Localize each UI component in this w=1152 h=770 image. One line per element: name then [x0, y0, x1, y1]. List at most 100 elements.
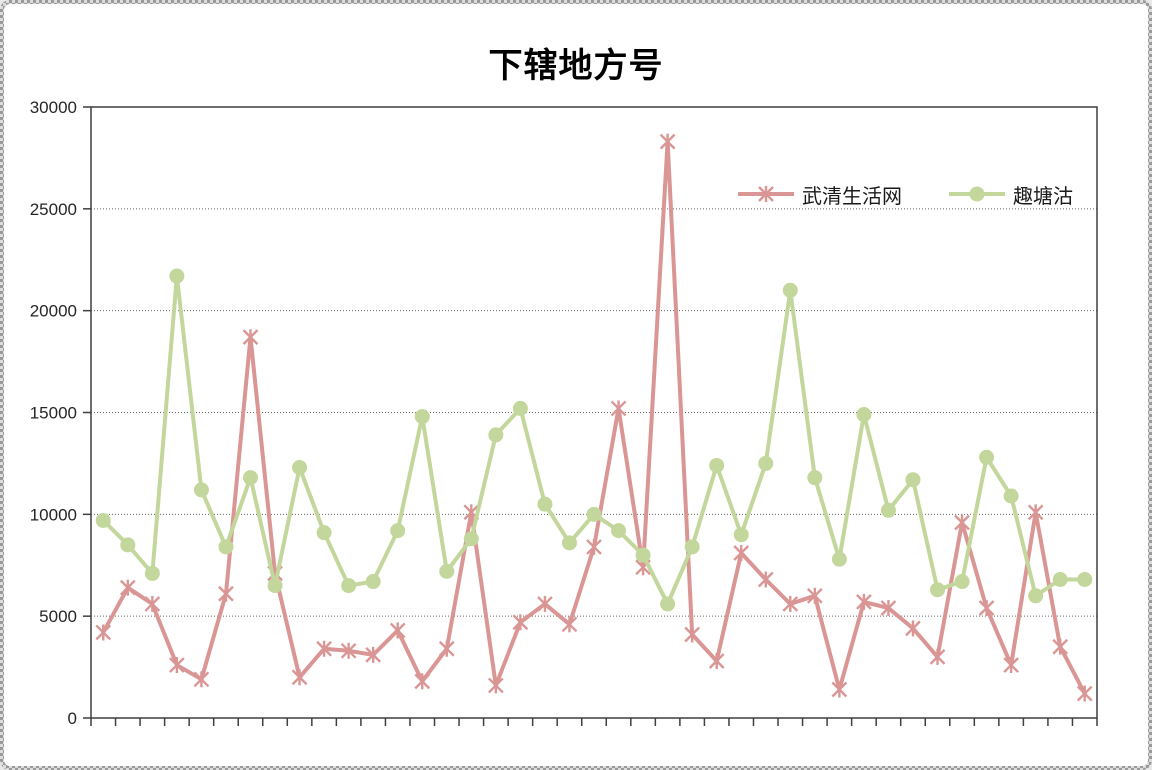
marker-star	[806, 587, 823, 604]
marker-circle	[758, 455, 774, 471]
series-line-wuqingshenghuowang	[101, 139, 1087, 696]
marker-circle	[120, 537, 136, 553]
marker-star	[242, 329, 259, 345]
marker-circle	[1052, 572, 1068, 588]
marker-circle	[390, 523, 406, 539]
marker-circle	[292, 459, 308, 475]
marker-star	[757, 571, 774, 588]
y-axis-label: 15000	[30, 404, 77, 423]
legend-marker-glyph	[758, 186, 774, 202]
legend-marker-circle-icon	[949, 186, 1005, 202]
marker-circle	[537, 496, 553, 512]
marker-star	[954, 514, 970, 531]
y-axis-label: 20000	[30, 302, 77, 321]
marker-star	[144, 596, 161, 612]
y-axis-label: 30000	[30, 98, 77, 117]
marker-star	[978, 600, 995, 616]
chart-title: 下辖地方号	[488, 46, 664, 86]
marker-star	[586, 539, 602, 555]
marker-circle	[169, 268, 185, 284]
marker-star	[880, 600, 897, 616]
marker-star	[291, 669, 308, 686]
marker-star	[340, 642, 357, 659]
marker-circle	[782, 282, 798, 298]
marker-circle	[709, 457, 725, 473]
marker-circle	[611, 523, 627, 539]
marker-star	[389, 622, 406, 639]
legend-marker-glyph	[969, 186, 985, 202]
marker-circle	[831, 551, 847, 567]
marker-star	[782, 596, 799, 612]
marker-star	[561, 616, 578, 633]
marker-circle	[880, 502, 896, 518]
marker-circle	[930, 582, 946, 598]
series-wuqingshenghuowang	[95, 133, 1093, 702]
marker-circle	[95, 512, 111, 528]
marker-circle	[218, 539, 234, 555]
marker-star	[463, 504, 480, 521]
marker-star	[831, 681, 848, 698]
marker-circle	[512, 400, 528, 416]
marker-circle	[488, 427, 504, 443]
marker-star	[169, 657, 185, 673]
marker-circle	[684, 539, 700, 555]
marker-circle	[660, 596, 676, 612]
y-axis-label: 5000	[39, 607, 77, 626]
marker-star	[733, 545, 750, 561]
marker-circle	[807, 470, 823, 486]
y-axis-label: 25000	[30, 200, 77, 219]
marker-star	[659, 133, 676, 150]
marker-circle	[856, 407, 872, 423]
marker-circle	[414, 409, 430, 425]
marker-star	[488, 677, 504, 694]
marker-circle	[341, 578, 357, 594]
marker-star	[610, 400, 627, 417]
marker-star	[856, 594, 872, 610]
marker-star	[218, 585, 234, 602]
marker-circle	[1028, 588, 1044, 604]
y-axis-label: 10000	[30, 505, 77, 524]
legend-item-qutanggu: 趣塘沽	[948, 180, 1073, 209]
marker-star	[708, 653, 725, 669]
marker-circle	[1003, 488, 1019, 504]
marker-circle	[267, 578, 283, 594]
marker-star	[1003, 657, 1019, 673]
marker-circle	[463, 531, 479, 547]
legend-label-wuqingshenghuowang: 武清生活网	[802, 185, 902, 208]
marker-circle	[733, 527, 749, 543]
marker-star	[414, 673, 431, 690]
marker-circle	[954, 574, 970, 590]
marker-star	[1052, 638, 1069, 655]
marker-star	[119, 579, 136, 596]
marker-circle	[365, 574, 381, 590]
marker-circle	[905, 472, 921, 488]
marker-star	[1027, 504, 1044, 521]
marker-star	[316, 640, 332, 657]
marker-star	[929, 649, 946, 665]
y-axis-label: 0	[68, 709, 77, 728]
marker-star	[193, 671, 210, 688]
line-chart-plot: 0 5000 10000 15000 20000 25000 30000	[30, 98, 1098, 728]
marker-circle	[439, 563, 455, 579]
marker-star	[438, 640, 455, 657]
marker-star	[512, 614, 529, 631]
marker-star	[684, 626, 700, 643]
marker-circle	[586, 506, 602, 522]
marker-circle	[193, 482, 209, 498]
marker-circle	[561, 535, 577, 551]
marker-circle	[316, 525, 332, 541]
marker-star	[365, 647, 382, 663]
legend-label-qutanggu: 趣塘沽	[1013, 185, 1073, 208]
marker-circle	[979, 449, 995, 465]
marker-star	[537, 596, 553, 612]
marker-circle	[242, 470, 258, 486]
marker-circle	[1077, 572, 1093, 588]
legend-marker-star-icon	[738, 186, 794, 202]
legend: 武清生活网 趣塘沽	[737, 180, 1073, 209]
marker-star	[905, 620, 921, 637]
marker-circle	[635, 547, 651, 563]
series-qutanggu	[95, 268, 1093, 612]
marker-star	[95, 624, 112, 641]
legend-item-wuqingshenghuowang: 武清生活网	[737, 180, 902, 209]
